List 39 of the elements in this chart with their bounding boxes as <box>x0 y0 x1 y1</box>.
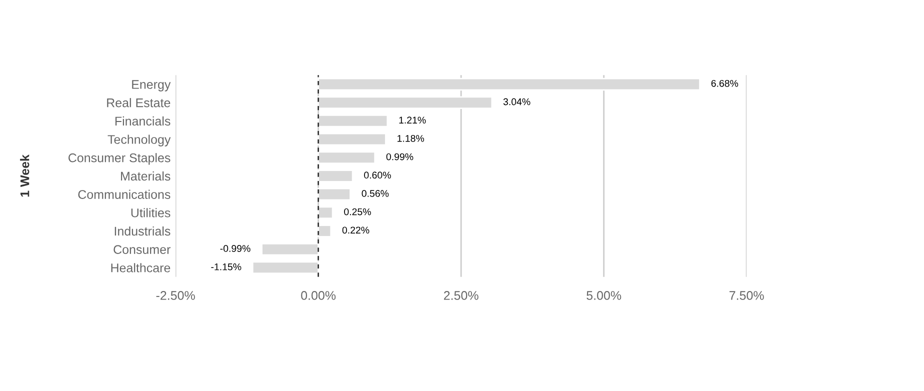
bar <box>318 151 376 164</box>
x-tick-label: 7.50% <box>730 291 764 300</box>
data-label: 0.60% <box>364 172 391 179</box>
bar <box>261 242 320 256</box>
y-tick-label: Healthcare <box>111 263 170 272</box>
data-label: 1.21% <box>399 116 426 124</box>
data-label: 0.22% <box>342 226 370 234</box>
data-label: 3.04% <box>503 98 530 106</box>
bar <box>318 96 493 109</box>
y-tick-label: Communications <box>78 190 170 199</box>
bar <box>318 188 351 201</box>
bar <box>318 78 700 91</box>
y-tick-label: Consumer <box>114 245 170 254</box>
y-axis-title: 1 Week <box>20 154 30 197</box>
x-tick-label: -2.50% <box>156 291 195 300</box>
y-tick-label: Consumer Staples <box>68 153 170 165</box>
data-label: 1.18% <box>398 134 424 142</box>
y-tick-label: Industrials <box>114 226 170 236</box>
x-tick-label: 2.50% <box>444 291 478 300</box>
data-label: 0.56% <box>362 190 389 197</box>
bar <box>318 114 388 128</box>
bar <box>252 261 320 274</box>
y-tick-label: Financials <box>115 116 170 126</box>
bar <box>318 224 332 238</box>
y-tick-label: Technology <box>108 134 171 146</box>
data-label: 6.68% <box>711 80 738 87</box>
data-label: 0.99% <box>386 153 414 160</box>
y-tick-label: Energy <box>132 80 171 92</box>
y-tick-label: Real Estate <box>107 98 170 108</box>
bar <box>318 132 386 146</box>
bar <box>318 206 334 220</box>
data-label: 0.25% <box>344 208 371 216</box>
y-tick-label: Utilities <box>131 208 170 218</box>
bar <box>318 170 354 182</box>
x-tick-label: 5.00% <box>586 291 622 300</box>
x-tick-label: 0.00% <box>301 291 336 300</box>
data-label: -0.99% <box>220 245 250 252</box>
data-label: -1.15% <box>211 263 242 270</box>
y-tick-label: Materials <box>121 171 170 181</box>
